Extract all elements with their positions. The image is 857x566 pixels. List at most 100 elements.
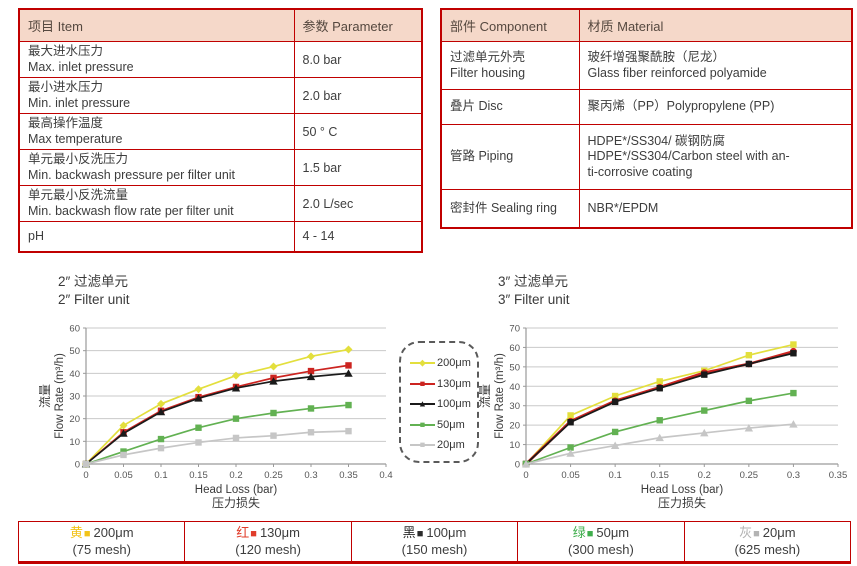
svg-text:0.4: 0.4: [379, 470, 392, 481]
color-name: 绿: [572, 525, 586, 540]
svg-text:0: 0: [75, 460, 80, 471]
svg-text:0.25: 0.25: [740, 470, 759, 481]
svg-text:0.35: 0.35: [339, 470, 358, 481]
table-row: 最小进水压力 Min. inlet pressure 2.0 bar: [18, 77, 423, 114]
table-row: 单元最小反洗压力 Min. backwash pressure per filte…: [18, 149, 423, 186]
svg-text:Head Loss (bar): Head Loss (bar): [195, 484, 278, 496]
material-header-material: 材质 Material: [578, 8, 853, 42]
spec-item: 最高操作温度 Max temperature: [18, 113, 295, 150]
chart2-title-en: 3″ Filter unit: [498, 291, 570, 307]
mesh-size: 20μm: [762, 525, 796, 540]
chart2-title-zh: 3″ 过滤单元: [498, 274, 569, 289]
material-cell: 玻纤增强聚酰胺（尼龙） Glass fiber reinforced polyam…: [578, 41, 853, 90]
table-row: 最高操作温度 Max temperature 50 ° C: [18, 113, 423, 150]
material-cell: HDPE*/SS304/ 碳钢防腐 HDPE*/SS304/Carbon stee…: [578, 124, 853, 190]
svg-text:Head Loss (bar): Head Loss (bar): [641, 484, 724, 496]
legend-item-100um: ▲ 100μm: [410, 394, 477, 415]
spec-item: 最大进水压力 Max. inlet pressure: [18, 41, 295, 78]
table-row: 密封件 Sealing ring NBR*/EPDM: [440, 189, 853, 228]
color-swatch-icon: ■: [416, 528, 424, 540]
table-row: 叠片 Disc 聚丙烯（PP）Polypropylene (PP): [440, 89, 853, 125]
series-marker-icon: ■: [410, 440, 435, 450]
material-header-row: 部件 Component 材质 Material: [440, 8, 853, 42]
svg-text:40: 40: [69, 369, 80, 380]
svg-text:60: 60: [509, 343, 520, 354]
svg-text:流量: 流量: [38, 384, 52, 408]
material-cell: NBR*/EPDM: [578, 189, 853, 228]
spec-item: 单元最小反洗压力 Min. backwash pressure per filte…: [18, 149, 295, 186]
material-table: 部件 Component 材质 Material 过滤单元外壳 Filter ho…: [440, 8, 853, 229]
color-swatch-icon: ■: [753, 528, 760, 540]
material-cell: 聚丙烯（PP）Polypropylene (PP): [578, 89, 853, 125]
svg-text:0.15: 0.15: [189, 470, 208, 481]
legend-item-50um: ■ 50μm: [410, 415, 477, 436]
svg-text:0.35: 0.35: [829, 470, 848, 481]
series-marker-icon: ▲: [410, 399, 435, 409]
spec-header-row: 项目 Item 参数 Parameter: [18, 8, 423, 42]
spec-item: 最小进水压力 Min. inlet pressure: [18, 77, 295, 114]
svg-text:20: 20: [509, 421, 520, 432]
table-row: 单元最小反洗流量 Min. backwash flow rate per filt…: [18, 185, 423, 222]
mesh-size: 130μm: [259, 525, 300, 540]
svg-text:40: 40: [509, 382, 520, 393]
series-marker-icon: ■: [410, 420, 435, 430]
svg-text:0.3: 0.3: [304, 470, 317, 481]
svg-text:0.3: 0.3: [787, 470, 800, 481]
chart2-title: 3″ 过滤单元 3″ Filter unit: [498, 273, 570, 308]
svg-text:Flow Rate (m³/h): Flow Rate (m³/h): [54, 353, 66, 439]
legend-label: 50μm: [437, 418, 465, 431]
color-swatch-icon: ■: [250, 528, 257, 540]
svg-text:0.05: 0.05: [561, 470, 580, 481]
chart1-title-en: 2″ Filter unit: [58, 291, 130, 307]
component-cell: 管路 Piping: [440, 124, 580, 190]
material-header-component: 部件 Component: [440, 8, 580, 42]
svg-text:0.05: 0.05: [114, 470, 133, 481]
color-name: 黄: [69, 525, 83, 540]
svg-text:0: 0: [523, 470, 528, 481]
table-row: 管路 Piping HDPE*/SS304/ 碳钢防腐 HDPE*/SS304/C…: [440, 124, 853, 190]
spec-value: 1.5 bar: [293, 149, 423, 186]
mesh-legend-cell-100um: 黑■ 100μm (150 mesh): [352, 522, 519, 561]
mesh-legend-cell-50um: 绿■ 50μm (300 mesh): [518, 522, 685, 561]
mesh-legend-cell-20um: 灰■ 20μm (625 mesh): [685, 522, 850, 561]
series-marker-icon: ◆: [410, 358, 435, 368]
component-cell: 过滤单元外壳 Filter housing: [440, 41, 580, 90]
color-swatch-icon: ■: [586, 528, 594, 540]
mesh-legend-cell-200um: 黄■ 200μm (75 mesh): [19, 522, 186, 561]
mesh-legend-cell-130um: 红■ 130μm (120 mesh): [185, 522, 352, 561]
legend-label: 20μm: [437, 439, 465, 452]
mesh-count: (625 mesh): [734, 542, 801, 557]
svg-text:0.1: 0.1: [154, 470, 167, 481]
component-cell: 叠片 Disc: [440, 89, 580, 125]
svg-text:30: 30: [69, 392, 80, 403]
svg-text:0: 0: [83, 470, 88, 481]
svg-text:50: 50: [509, 362, 520, 373]
mesh-count: (120 mesh): [235, 542, 301, 557]
svg-text:30: 30: [509, 401, 520, 412]
spec-value: 50 ° C: [293, 113, 423, 150]
mesh-size: 50μm: [596, 525, 630, 540]
spec-table: 项目 Item 参数 Parameter 最大进水压力 Max. inlet pr…: [18, 8, 423, 253]
svg-text:0.25: 0.25: [264, 470, 283, 481]
svg-text:50: 50: [69, 346, 80, 357]
component-cell: 密封件 Sealing ring: [440, 189, 580, 228]
svg-text:压力损失: 压力损失: [212, 495, 260, 510]
spec-header-parameter: 参数 Parameter: [293, 8, 423, 42]
mesh-count: (300 mesh): [568, 542, 634, 557]
chart-legend-box: ◆ 200μm ■ 130μm ▲ 100μm ■ 50μm ■ 20μm: [399, 341, 479, 463]
mesh-count: (150 mesh): [401, 542, 468, 557]
chart1-title: 2″ 过滤单元 2″ Filter unit: [58, 273, 130, 308]
mesh-size: 100μm: [426, 525, 467, 540]
svg-text:0.1: 0.1: [609, 470, 622, 481]
svg-text:0.2: 0.2: [229, 470, 242, 481]
flow-rate-chart-2inch: 0 10 20 30 40 50 60 0 0.05 0.1 0.15 0.2 0.25 0.3 0.35 0…: [38, 324, 393, 511]
mesh-legend-table: 黄■ 200μm (75 mesh) 红■ 130μm (120 mesh) 黑■ 1…: [18, 521, 851, 564]
spec-value: 2.0 L/sec: [293, 185, 423, 222]
svg-text:70: 70: [509, 324, 520, 335]
legend-label: 100μm: [437, 398, 471, 411]
chart1-title-zh: 2″ 过滤单元: [58, 274, 129, 289]
table-row: 过滤单元外壳 Filter housing 玻纤增强聚酰胺（尼龙） Glass fi…: [440, 41, 853, 90]
spec-value: 8.0 bar: [293, 41, 423, 78]
series-marker-icon: ■: [410, 379, 435, 389]
